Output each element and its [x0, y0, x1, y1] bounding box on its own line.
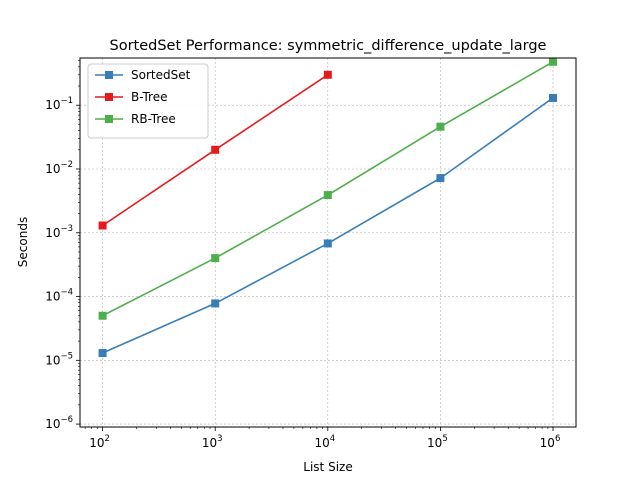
y-axis-label: Seconds [16, 217, 30, 267]
series-rb-tree [98, 57, 558, 320]
x-axis-ticks: 102 103 104 105 106 [84, 427, 561, 450]
plot-area: 102 103 104 105 106 10−6 10−5 10−4 10−3 10−2 10−1 [45, 57, 577, 450]
data-point-rb-tree [211, 254, 220, 263]
legend-marker-sortedset [105, 71, 113, 79]
series-sortedset [98, 93, 558, 358]
chart-title: SortedSet Performance: symmetric_differe… [110, 38, 547, 54]
data-point-b-tree [98, 221, 107, 230]
series-b-tree [98, 70, 332, 230]
y-tick-label: 10−2 [45, 160, 73, 176]
series-layer [98, 57, 558, 358]
legend-marker-b-tree [105, 93, 113, 101]
data-point-sortedset [436, 174, 445, 183]
data-point-rb-tree [549, 57, 558, 66]
legend-label-rb-tree: RB-Tree [131, 112, 176, 126]
data-point-sortedset [211, 299, 220, 308]
y-tick-label: 10−5 [45, 351, 73, 367]
y-tick-label: 10−3 [45, 224, 73, 240]
y-tick-label: 10−1 [45, 96, 73, 112]
data-point-sortedset [323, 239, 332, 248]
data-point-b-tree [323, 70, 332, 79]
legend-label-sortedset: SortedSet [131, 68, 191, 82]
data-point-rb-tree [323, 191, 332, 200]
y-tick-label: 10−4 [45, 288, 73, 304]
x-tick-label: 106 [540, 434, 561, 450]
y-axis-ticks: 10−6 10−5 10−4 10−3 10−2 10−1 [45, 60, 80, 431]
data-point-b-tree [211, 145, 220, 154]
data-point-rb-tree [436, 122, 445, 131]
y-tick-label: 10−6 [45, 415, 73, 431]
legend-marker-rb-tree [105, 115, 113, 123]
x-tick-label: 104 [314, 434, 335, 450]
x-tick-label: 102 [89, 434, 110, 450]
data-point-rb-tree [98, 311, 107, 320]
data-point-sortedset [549, 93, 558, 102]
data-point-sortedset [98, 349, 107, 358]
legend-label-b-tree: B-Tree [131, 90, 167, 104]
x-axis-label: List Size [303, 460, 352, 474]
legend: SortedSet B-Tree RB-Tree [87, 63, 209, 139]
x-tick-label: 103 [202, 434, 223, 450]
x-tick-label: 105 [427, 434, 448, 450]
